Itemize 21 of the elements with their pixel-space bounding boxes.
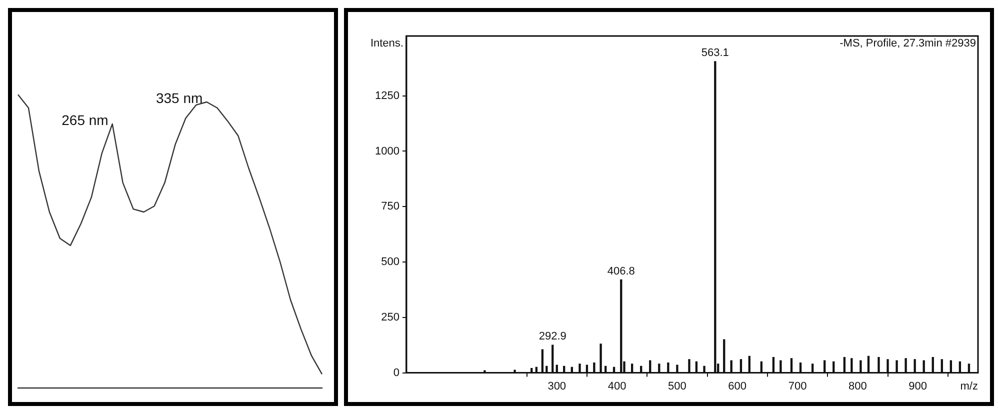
x-tick-label: 600 (728, 380, 747, 392)
y-tick-label: 1000 (374, 145, 400, 158)
y-tick-label: 1250 (374, 90, 400, 102)
y-tick-label: 0 (393, 366, 400, 379)
annotation: 292.9 (538, 330, 566, 343)
y-axis-title: Intens. (370, 38, 404, 50)
y-tick-label: 250 (381, 311, 400, 324)
annotation: 406.8 (607, 265, 635, 278)
annotation: -MS, Profile, 27.3min #2939 (840, 38, 976, 50)
x-tick-label: 500 (668, 380, 686, 392)
x-tick-label: 400 (608, 380, 626, 392)
annotation: 335 nm (156, 90, 203, 106)
x-tick-label: 900 (908, 380, 928, 392)
x-tick-label: 300 (548, 380, 566, 392)
annotation: 265 nm (62, 112, 108, 128)
x-axis-title: m/z (960, 380, 978, 392)
annotation: 563.1 (701, 47, 729, 60)
x-tick-label: 700 (788, 380, 807, 392)
y-tick-label: 500 (381, 256, 400, 268)
x-tick-label: 800 (848, 380, 867, 392)
y-tick-label: 750 (381, 200, 400, 213)
